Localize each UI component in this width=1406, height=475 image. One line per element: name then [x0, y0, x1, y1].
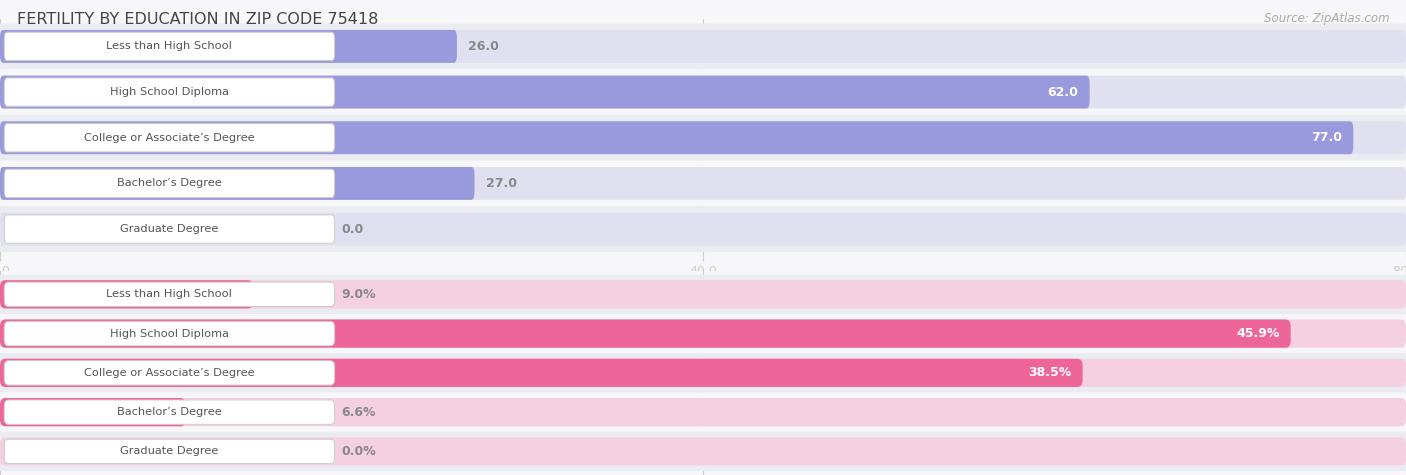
FancyBboxPatch shape: [0, 275, 1406, 314]
FancyBboxPatch shape: [4, 32, 335, 60]
FancyBboxPatch shape: [4, 322, 335, 346]
FancyBboxPatch shape: [4, 400, 335, 424]
FancyBboxPatch shape: [0, 167, 1406, 200]
FancyBboxPatch shape: [0, 359, 1083, 387]
Text: High School Diploma: High School Diploma: [110, 329, 229, 339]
Text: Less than High School: Less than High School: [107, 289, 232, 299]
Text: 38.5%: 38.5%: [1028, 366, 1071, 380]
Text: 6.6%: 6.6%: [342, 406, 377, 418]
FancyBboxPatch shape: [0, 432, 1406, 471]
FancyBboxPatch shape: [0, 206, 1406, 252]
FancyBboxPatch shape: [4, 124, 335, 152]
FancyBboxPatch shape: [0, 30, 1406, 63]
FancyBboxPatch shape: [0, 30, 457, 63]
Text: 26.0: 26.0: [468, 40, 499, 53]
FancyBboxPatch shape: [0, 161, 1406, 206]
Text: Graduate Degree: Graduate Degree: [121, 224, 218, 234]
FancyBboxPatch shape: [0, 353, 1406, 392]
FancyBboxPatch shape: [0, 167, 475, 200]
FancyBboxPatch shape: [0, 69, 1406, 115]
FancyBboxPatch shape: [4, 169, 335, 198]
Text: 27.0: 27.0: [486, 177, 517, 190]
FancyBboxPatch shape: [0, 280, 253, 308]
FancyBboxPatch shape: [4, 282, 335, 306]
FancyBboxPatch shape: [0, 314, 1406, 353]
Text: Bachelor’s Degree: Bachelor’s Degree: [117, 179, 222, 189]
FancyBboxPatch shape: [0, 280, 1406, 308]
FancyBboxPatch shape: [0, 121, 1406, 154]
Text: 0.0: 0.0: [342, 223, 364, 236]
FancyBboxPatch shape: [0, 398, 1406, 426]
Text: 9.0%: 9.0%: [342, 288, 377, 301]
FancyBboxPatch shape: [0, 24, 1406, 69]
Text: Graduate Degree: Graduate Degree: [121, 446, 218, 456]
FancyBboxPatch shape: [0, 213, 1406, 246]
Text: Bachelor’s Degree: Bachelor’s Degree: [117, 407, 222, 417]
FancyBboxPatch shape: [0, 392, 1406, 432]
FancyBboxPatch shape: [4, 215, 335, 243]
Text: 45.9%: 45.9%: [1236, 327, 1279, 340]
FancyBboxPatch shape: [0, 76, 1406, 108]
FancyBboxPatch shape: [0, 437, 1406, 466]
Text: High School Diploma: High School Diploma: [110, 87, 229, 97]
FancyBboxPatch shape: [0, 398, 186, 426]
Text: College or Associate’s Degree: College or Associate’s Degree: [84, 368, 254, 378]
Text: 77.0: 77.0: [1310, 131, 1343, 144]
FancyBboxPatch shape: [4, 439, 335, 464]
FancyBboxPatch shape: [4, 361, 335, 385]
Text: Source: ZipAtlas.com: Source: ZipAtlas.com: [1264, 12, 1389, 25]
FancyBboxPatch shape: [0, 115, 1406, 161]
Text: FERTILITY BY EDUCATION IN ZIP CODE 75418: FERTILITY BY EDUCATION IN ZIP CODE 75418: [17, 12, 378, 27]
FancyBboxPatch shape: [0, 320, 1406, 348]
Text: College or Associate’s Degree: College or Associate’s Degree: [84, 133, 254, 143]
FancyBboxPatch shape: [0, 320, 1291, 348]
FancyBboxPatch shape: [4, 78, 335, 106]
Text: Less than High School: Less than High School: [107, 41, 232, 51]
FancyBboxPatch shape: [0, 359, 1406, 387]
Text: 62.0: 62.0: [1047, 86, 1078, 99]
Text: 0.0%: 0.0%: [342, 445, 377, 458]
FancyBboxPatch shape: [0, 76, 1090, 108]
FancyBboxPatch shape: [0, 121, 1353, 154]
